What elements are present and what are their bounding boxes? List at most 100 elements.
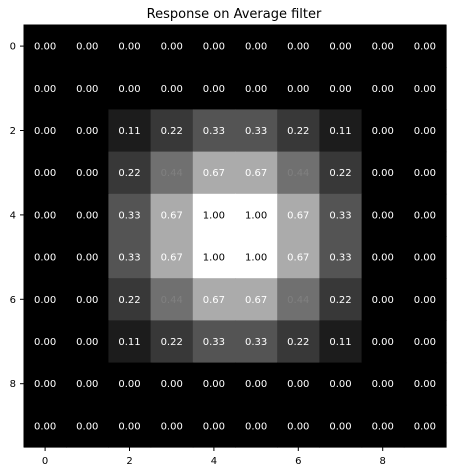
cell-value-label-r0-c0: 0.00	[34, 42, 56, 53]
heatmap-cell-r6-c0	[24, 278, 67, 321]
heatmap-cell-r1-c5	[235, 67, 278, 110]
heatmap-cell-r4-c5	[235, 193, 278, 237]
heatmap-cell-r7-c2	[108, 320, 152, 364]
heatmap-cell-r5-c8	[361, 236, 405, 279]
cell-value-label-r4-c9: 0.00	[414, 210, 436, 221]
heatmap-cell-r9-c3	[150, 404, 194, 448]
cell-value-label-r6-c5: 0.67	[245, 295, 267, 306]
cell-value-label-r7-c4: 0.33	[203, 337, 225, 348]
cell-value-label-r3-c9: 0.00	[414, 168, 436, 179]
cell-value-label-r9-c1: 0.00	[76, 421, 98, 432]
heatmap-cell-r8-c9	[403, 362, 447, 406]
cell-value-label-r2-c0: 0.00	[34, 126, 56, 137]
cell-value-label-r0-c9: 0.00	[414, 42, 436, 53]
cell-value-label-r6-c7: 0.22	[329, 295, 351, 306]
heatmap-cell-r1-c2	[108, 67, 152, 110]
cell-value-label-r6-c8: 0.00	[372, 295, 394, 306]
heatmap-cell-r3-c0	[24, 151, 67, 195]
heatmap-cell-r9-c8	[361, 404, 405, 448]
cell-value-label-r7-c8: 0.00	[372, 337, 394, 348]
cell-value-label-r2-c2: 0.11	[118, 126, 140, 137]
cell-value-label-r4-c8: 0.00	[372, 210, 394, 221]
heatmap-cell-r5-c0	[24, 236, 67, 279]
heatmap-cell-r0-c1	[66, 25, 109, 68]
cell-value-label-r6-c3: 0.44	[161, 295, 183, 306]
heatmap-cell-r0-c6	[277, 25, 320, 68]
y-tick-label-2: 2	[10, 126, 16, 137]
cell-value-label-r0-c5: 0.00	[245, 42, 267, 53]
chart-title: Response on Average filter	[147, 7, 322, 22]
x-tick-label-6: 6	[295, 456, 301, 467]
cell-value-label-r9-c5: 0.00	[245, 421, 267, 432]
cell-value-label-r7-c2: 0.11	[118, 337, 140, 348]
heatmap-cell-r5-c2	[108, 236, 152, 279]
cell-value-label-r5-c7: 0.33	[329, 253, 351, 264]
cell-value-label-r5-c3: 0.67	[161, 253, 183, 264]
cell-value-label-r0-c4: 0.00	[203, 42, 225, 53]
heatmap-cell-r2-c9	[403, 109, 447, 153]
cell-value-label-r1-c8: 0.00	[372, 84, 394, 95]
heatmap-cell-r7-c5	[235, 320, 278, 364]
cell-value-label-r8-c2: 0.00	[118, 379, 140, 390]
cell-value-label-r5-c6: 0.67	[287, 253, 309, 264]
cell-value-label-r6-c2: 0.22	[118, 295, 140, 306]
cell-value-label-r0-c7: 0.00	[329, 42, 351, 53]
cell-value-label-r8-c0: 0.00	[34, 379, 56, 390]
y-tick-label-8: 8	[10, 379, 16, 390]
cell-value-label-r8-c5: 0.00	[245, 379, 267, 390]
cell-value-label-r4-c3: 0.67	[161, 210, 183, 221]
cell-value-label-r8-c7: 0.00	[329, 379, 351, 390]
heatmap-cell-r7-c4	[192, 320, 236, 364]
heatmap-cell-r6-c3	[150, 278, 194, 321]
heatmap-cell-r0-c9	[403, 25, 447, 68]
cell-value-label-r7-c5: 0.33	[245, 337, 267, 348]
heatmap-cell-r2-c6	[277, 109, 320, 153]
cell-value-label-r5-c0: 0.00	[34, 253, 56, 264]
heatmap-cell-r7-c8	[361, 320, 405, 364]
x-tick-label-4: 4	[211, 456, 217, 467]
heatmap-cell-r4-c6	[277, 193, 320, 237]
heatmap-cell-r9-c9	[403, 404, 447, 448]
heatmap-cell-r8-c3	[150, 362, 194, 406]
heatmap-cell-r1-c3	[150, 67, 194, 110]
cell-value-label-r0-c6: 0.00	[287, 42, 309, 53]
cell-value-label-r2-c7: 0.11	[329, 126, 351, 137]
cell-value-label-r2-c6: 0.22	[287, 126, 309, 137]
heatmap-cell-r1-c4	[192, 67, 236, 110]
heatmap-cell-r6-c8	[361, 278, 405, 321]
cell-value-label-r2-c5: 0.33	[245, 126, 267, 137]
cell-value-label-r2-c8: 0.00	[372, 126, 394, 137]
heatmap-cell-r2-c7	[319, 109, 363, 153]
cell-value-label-r8-c6: 0.00	[287, 379, 309, 390]
cell-value-label-r0-c3: 0.00	[161, 42, 183, 53]
heatmap-cells: 0.00 0.00 0.00 0.00 0.00 0.00 0.00 0.00 0.00 0.00…	[24, 25, 447, 448]
heatmap-cell-r8-c2	[108, 362, 152, 406]
cell-value-label-r1-c1: 0.00	[76, 84, 98, 95]
heatmap-cell-r6-c6	[277, 278, 320, 321]
y-tick-label-6: 6	[10, 295, 16, 306]
cell-value-label-r3-c8: 0.00	[372, 168, 394, 179]
cell-value-label-r7-c9: 0.00	[414, 337, 436, 348]
heatmap-cell-r1-c0	[24, 67, 67, 110]
heatmap-cell-r9-c2	[108, 404, 152, 448]
heatmap-cell-r1-c1	[66, 67, 109, 110]
heatmap-cell-r2-c3	[150, 109, 194, 153]
cell-value-label-r4-c1: 0.00	[76, 210, 98, 221]
cell-value-label-r5-c4: 1.00	[203, 253, 225, 264]
cell-value-label-r7-c6: 0.22	[287, 337, 309, 348]
cell-value-label-r4-c7: 0.33	[329, 210, 351, 221]
heatmap-cell-r2-c8	[361, 109, 405, 153]
cell-value-label-r7-c3: 0.22	[161, 337, 183, 348]
y-tick-label-4: 4	[10, 210, 16, 221]
cell-value-label-r9-c7: 0.00	[329, 421, 351, 432]
cell-value-label-r5-c2: 0.33	[118, 253, 140, 264]
cell-value-label-r5-c8: 0.00	[372, 253, 394, 264]
cell-value-label-r3-c4: 0.67	[203, 168, 225, 179]
cell-value-label-r5-c1: 0.00	[76, 253, 98, 264]
heatmap-cell-r3-c1	[66, 151, 109, 195]
cell-value-label-r3-c0: 0.00	[34, 168, 56, 179]
heatmap-cell-r4-c3	[150, 193, 194, 237]
heatmap-cell-r9-c6	[277, 404, 320, 448]
cell-value-label-r9-c9: 0.00	[414, 421, 436, 432]
cell-value-label-r4-c0: 0.00	[34, 210, 56, 221]
